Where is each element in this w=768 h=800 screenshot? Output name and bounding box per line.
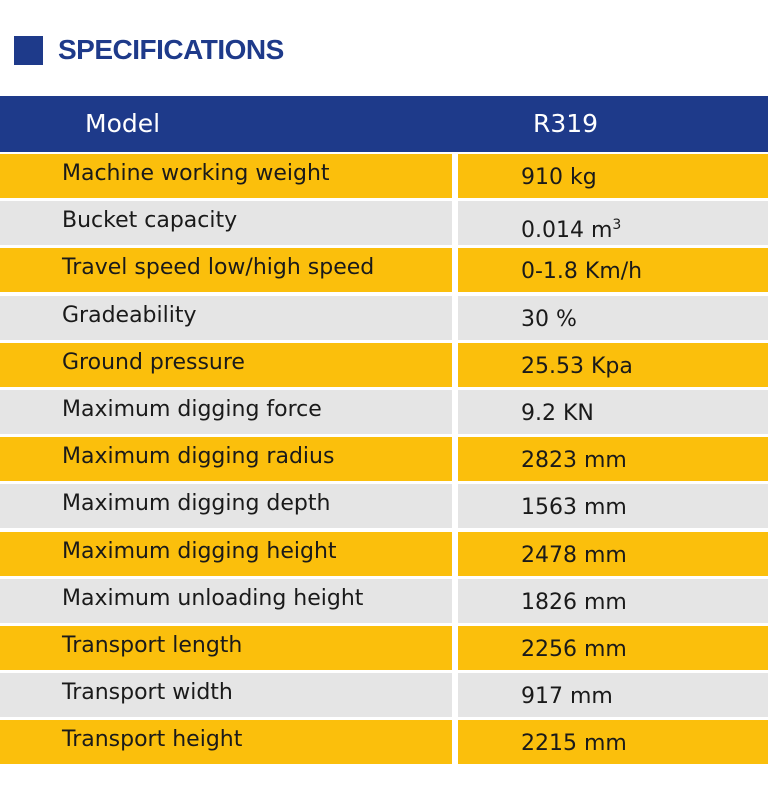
spec-value-text: 2215 mm xyxy=(521,731,627,757)
row-label-cell xyxy=(0,389,452,434)
section-title: SPECIFICATIONS xyxy=(58,34,284,65)
spec-value: 2478 mm xyxy=(521,534,627,578)
spec-label: Machine working weight xyxy=(62,161,330,186)
row-label-cell xyxy=(0,673,452,718)
spec-value-text: 2478 mm xyxy=(521,542,627,568)
row-label-cell xyxy=(0,201,452,246)
spec-value-text: 0-1.8 Km/h xyxy=(521,259,643,285)
table-row: Ground pressure 25.53 Kpa xyxy=(0,341,768,388)
row-value-cell xyxy=(458,484,768,529)
row-value-cell xyxy=(458,154,768,198)
spec-value-text: 910 kg xyxy=(521,165,597,190)
spec-value-text: 30 % xyxy=(521,306,577,332)
row-label-cell xyxy=(0,720,452,765)
table-row: Maximum digging depth 1563 mm xyxy=(0,482,768,529)
row-label-cell xyxy=(0,342,452,387)
row-label-cell xyxy=(0,625,452,670)
row-label-cell xyxy=(0,484,452,529)
spec-value-text: 9.2 KN xyxy=(521,400,594,426)
spec-value-text: 2256 mm xyxy=(521,636,627,662)
spec-value-superscript: 3 xyxy=(612,217,622,234)
row-label-cell xyxy=(0,295,452,340)
spec-label: Transport width xyxy=(62,680,233,706)
row-value-cell xyxy=(458,673,768,718)
spec-value-text: 917 mm xyxy=(521,684,613,710)
row-value-cell xyxy=(458,248,768,293)
table-row: Travel speed low/high speed 0-1.8 Km/h xyxy=(0,246,768,293)
spec-value: 2215 mm xyxy=(521,722,627,766)
table-row: Transport length 2256 mm xyxy=(0,624,768,671)
spec-label: Ground pressure xyxy=(62,349,245,375)
row-label-cell xyxy=(0,437,452,482)
header-square-marker xyxy=(14,36,43,65)
table-row: Machine working weight 910 kg xyxy=(0,152,768,199)
row-value-cell xyxy=(458,389,768,434)
table-row: Maximum digging height 2478 mm xyxy=(0,530,768,577)
table-row: Maximum unloading height 1826 mm xyxy=(0,577,768,624)
spec-label: Maximum digging depth xyxy=(62,491,331,517)
row-value-cell xyxy=(458,625,768,670)
row-value-cell xyxy=(458,342,768,387)
spec-label: Transport length xyxy=(62,632,243,658)
spec-value: 2256 mm xyxy=(521,628,627,672)
row-label-cell xyxy=(0,248,452,293)
column-header-model-value: R319 xyxy=(533,109,599,138)
row-value-cell xyxy=(458,578,768,623)
table-header-row: Model R319 xyxy=(0,96,768,152)
spec-value-text: 25.53 Kpa xyxy=(521,353,633,379)
table-row: Transport height 2215 mm xyxy=(0,718,768,765)
column-header-model: Model xyxy=(85,109,161,138)
table-row: Maximum digging radius 2823 mm xyxy=(0,435,768,482)
spec-value-text: 2823 mm xyxy=(521,448,627,474)
spec-label: Maximum digging force xyxy=(62,396,322,422)
spec-value: 0-1.8 Km/h xyxy=(521,250,642,294)
spec-value: 0.014 m3 xyxy=(521,203,621,253)
spec-value-text: 0.014 m xyxy=(521,218,613,244)
spec-label: Gradeability xyxy=(62,302,197,328)
row-label-cell xyxy=(0,154,452,198)
table-row: Bucket capacity 0.014 m3 xyxy=(0,199,768,246)
row-value-cell xyxy=(458,437,768,482)
spec-label: Maximum unloading height xyxy=(62,585,364,611)
table-row: Transport width 917 mm xyxy=(0,671,768,718)
spec-value: 1826 mm xyxy=(521,581,627,625)
row-label-cell xyxy=(0,578,452,623)
spec-value: 917 mm xyxy=(521,675,613,719)
row-value-cell xyxy=(458,295,768,340)
table-body: Machine working weight 910 kg Bucket capac… xyxy=(0,152,768,765)
spec-label: Travel speed low/high speed xyxy=(62,255,375,281)
spec-label: Maximum digging radius xyxy=(62,444,335,470)
table-row: Gradeability 30 % xyxy=(0,294,768,341)
spec-label: Bucket capacity xyxy=(62,208,238,234)
spec-value: 25.53 Kpa xyxy=(521,345,633,389)
spec-value: 2823 mm xyxy=(521,439,627,483)
spec-value-text: 1563 mm xyxy=(521,495,627,521)
row-value-cell xyxy=(458,531,768,576)
specifications-table: Model R319 Machine working weight 910 kg B… xyxy=(0,96,768,765)
row-label-cell xyxy=(0,531,452,576)
spec-value: 910 kg xyxy=(521,156,597,200)
spec-value: 30 % xyxy=(521,298,577,342)
spec-value: 1563 mm xyxy=(521,486,627,530)
spec-label: Transport height xyxy=(62,727,243,753)
spec-value-text: 1826 mm xyxy=(521,589,627,615)
spec-value: 9.2 KN xyxy=(521,392,594,436)
section-header: SPECIFICATIONS xyxy=(0,0,768,96)
table-row: Maximum digging force 9.2 KN xyxy=(0,388,768,435)
spec-label: Maximum digging height xyxy=(62,538,337,564)
row-value-cell xyxy=(458,201,768,246)
row-value-cell xyxy=(458,720,768,765)
